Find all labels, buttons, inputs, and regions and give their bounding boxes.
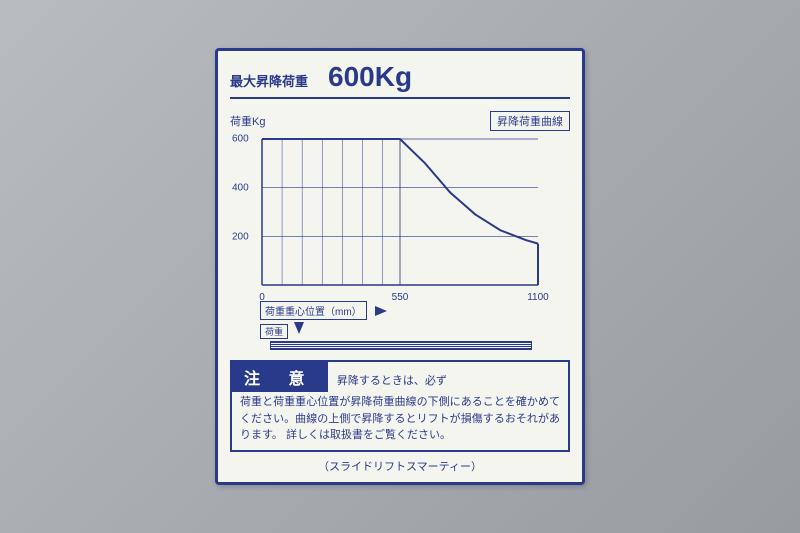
caution-header-row: 注 意 昇降するときは、必ず (232, 362, 568, 392)
arrow-down-icon (294, 322, 304, 334)
max-load-value: 600Kg (328, 61, 412, 93)
chart-header: 荷重Kg 昇降荷重曲線 (230, 111, 570, 131)
xtick-label: 1100 (527, 292, 549, 303)
center-of-gravity-diagram: 荷重重心位置（mm） 荷重 (260, 301, 540, 350)
ytick-label: 200 (232, 231, 249, 242)
load-label: 荷重 (260, 324, 288, 339)
spec-label-card: 最大昇降荷重 600Kg 荷重Kg 昇降荷重曲線 200400600055011… (215, 48, 585, 485)
max-load-header: 最大昇降荷重 600Kg (230, 61, 570, 99)
footer-text: （スライドリフトスマーティー） (230, 458, 570, 474)
platform-bar (270, 341, 532, 350)
arrow-right-icon (375, 306, 387, 316)
chart-svg (260, 137, 540, 287)
chart-curve-label: 昇降荷重曲線 (490, 111, 570, 131)
caution-box: 注 意 昇降するときは、必ず 荷重と荷重重心位置が昇降荷重曲線の下側にあることを… (230, 360, 570, 452)
load-curve-chart: 20040060005501100 (260, 137, 540, 287)
chart-ylabel: 荷重Kg (230, 113, 265, 129)
max-load-label: 最大昇降荷重 (230, 71, 308, 90)
caution-title: 注 意 (232, 362, 328, 392)
xtick-label: 550 (392, 292, 409, 303)
center-label-row: 荷重重心位置（mm） (260, 301, 540, 320)
ytick-label: 400 (232, 182, 249, 193)
caution-body: 荷重と荷重重心位置が昇降荷重曲線の下側にあることを確かめてください。曲線の上側で… (232, 392, 568, 450)
ytick-label: 600 (232, 134, 249, 145)
caution-first-line: 昇降するときは、必ず (337, 375, 447, 387)
xtick-label: 0 (259, 292, 265, 303)
center-of-gravity-label: 荷重重心位置（mm） (260, 301, 367, 320)
load-arrow-row: 荷重 (260, 324, 540, 339)
